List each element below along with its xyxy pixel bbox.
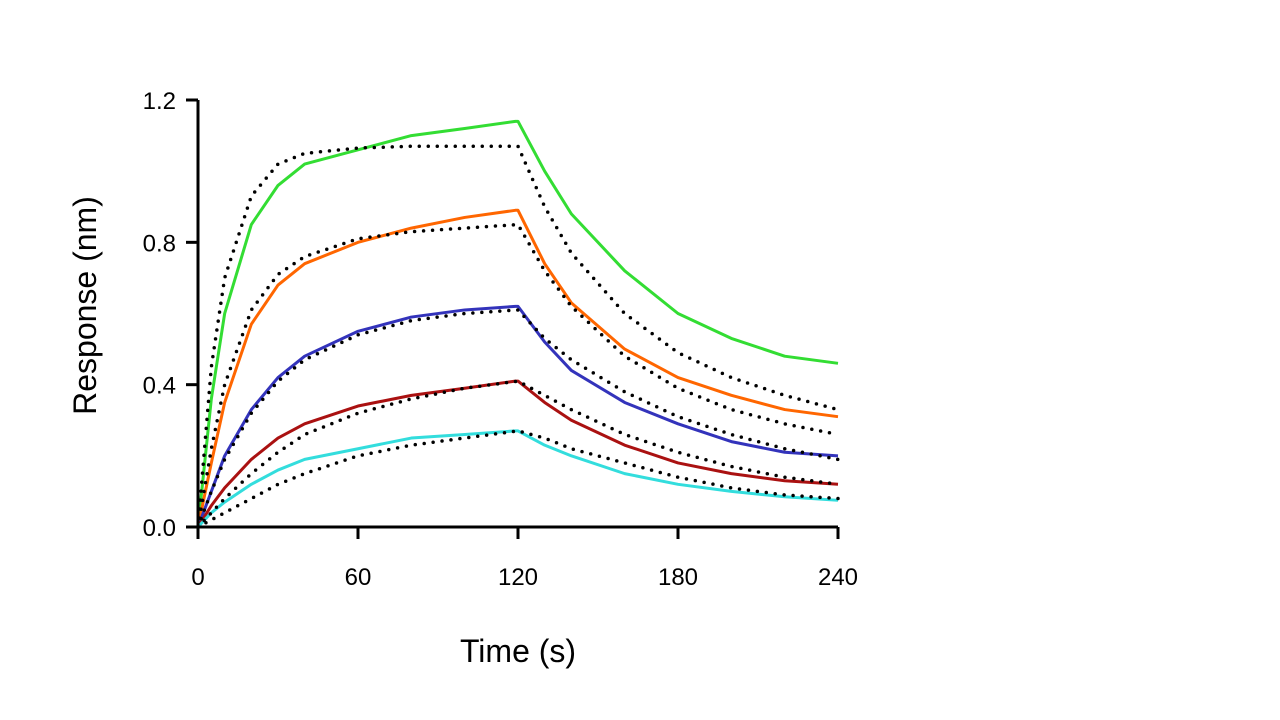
data-series-2 xyxy=(196,208,839,528)
x-tick-label: 60 xyxy=(345,564,372,591)
data-series-1 xyxy=(196,119,839,528)
x-tick-label: 120 xyxy=(498,564,538,591)
x-tick-label: 180 xyxy=(658,564,698,591)
y-tick-label: 1.2 xyxy=(143,88,176,115)
fit-curve-9 xyxy=(196,379,840,529)
tick-layer: 0 60 120 180 240 0.0 0.4 0.8 1.2 xyxy=(143,88,858,591)
y-tick-label: 0.0 xyxy=(143,515,176,542)
data-series-5 xyxy=(196,429,839,529)
data-series-4 xyxy=(196,379,839,528)
fit-curve-8 xyxy=(196,308,840,529)
series-layer xyxy=(196,119,840,529)
y-tick-label: 0.4 xyxy=(143,373,176,400)
fit-curve-6 xyxy=(196,144,840,529)
x-tick-label: 0 xyxy=(191,564,204,591)
data-series-3 xyxy=(196,304,839,528)
y-tick-label: 0.8 xyxy=(143,230,176,257)
x-axis-title: Time (s) xyxy=(460,633,576,669)
x-tick-label: 240 xyxy=(818,564,858,591)
y-axis-title: Response (nm) xyxy=(67,196,103,415)
fit-curve-10 xyxy=(196,429,840,529)
fit-curve-7 xyxy=(196,222,840,529)
